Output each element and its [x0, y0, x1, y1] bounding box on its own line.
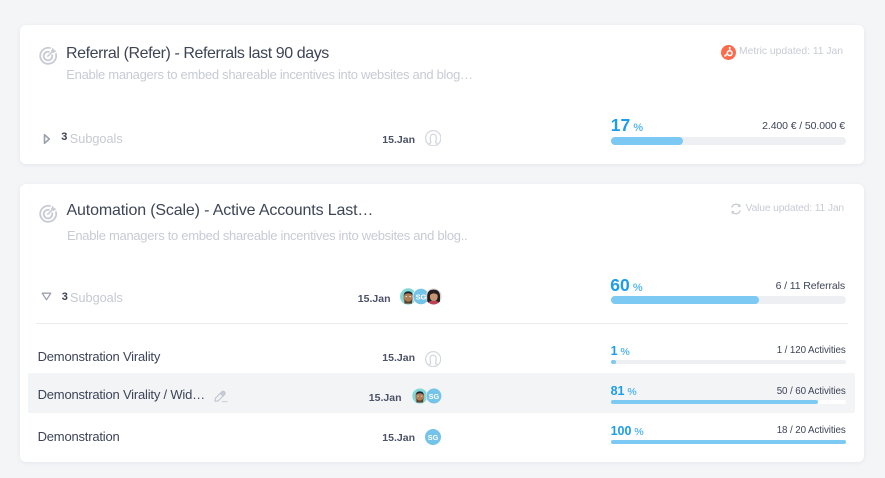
svg-text:SG: SG	[429, 391, 440, 400]
svg-text:SG: SG	[415, 292, 426, 301]
svg-text:SG: SG	[428, 433, 439, 442]
